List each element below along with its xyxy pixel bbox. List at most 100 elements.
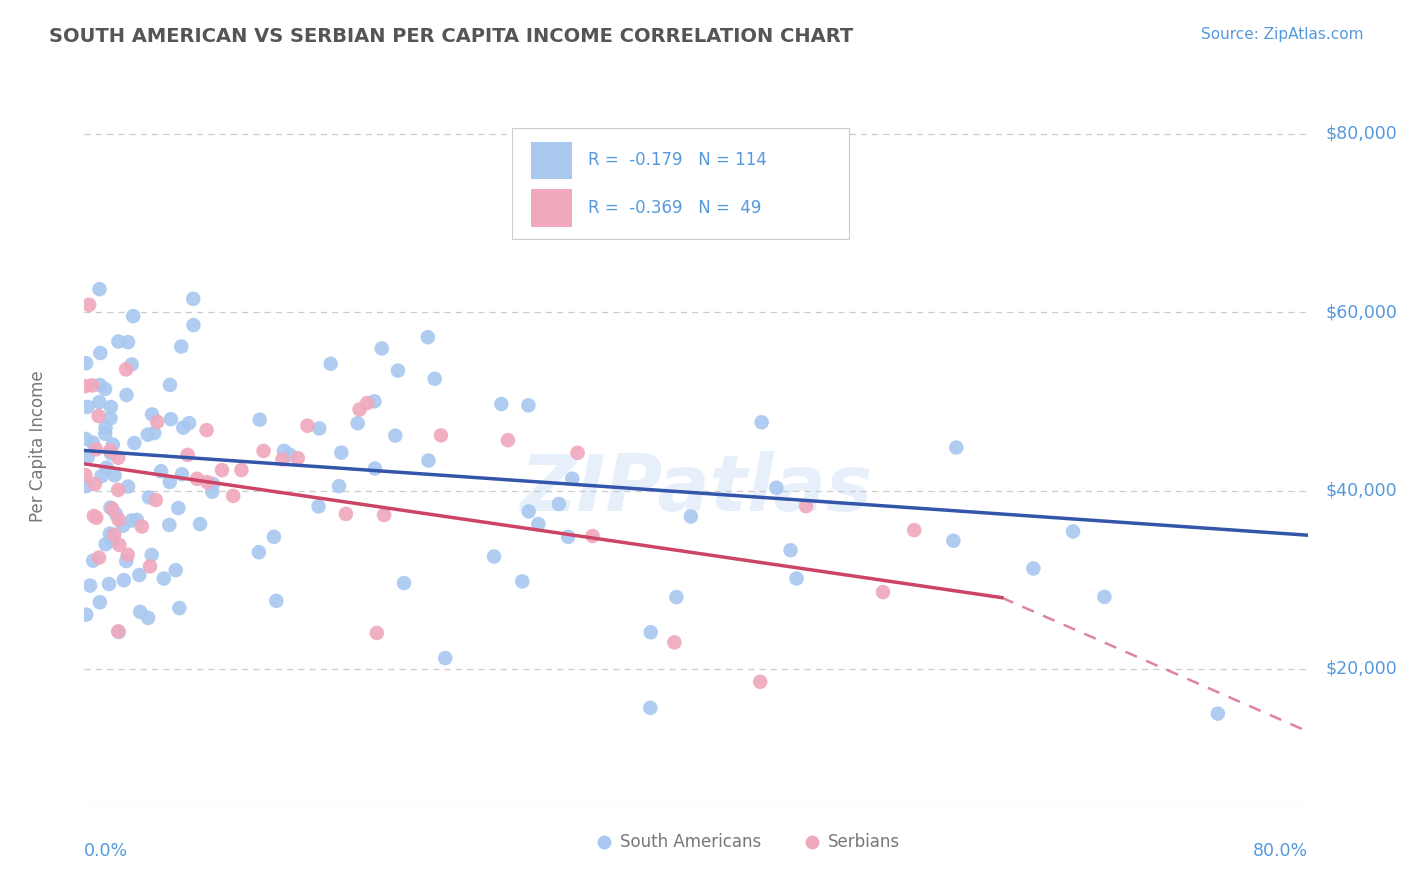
Point (143, 425, 166, 440)
Point (794, 499, 817, 513)
FancyBboxPatch shape (531, 189, 572, 227)
Point (104, 468, 127, 483)
Point (115, 388, 138, 402)
Point (160, 412, 183, 426)
Point (146, 415, 169, 429)
Point (231, 463, 253, 477)
Point (103, 528, 125, 542)
Point (496, 433, 519, 447)
Point (138, 491, 160, 505)
Point (387, 363, 409, 377)
Point (349, 402, 371, 417)
Point (181, 292, 204, 306)
Point (83, 477, 105, 491)
Point (121, 514, 143, 528)
Point (903, 523, 925, 537)
Point (640, 701, 662, 715)
Point (211, 463, 233, 477)
Point (330, 445, 353, 459)
Point (101, 533, 124, 548)
Point (150, 464, 173, 478)
Text: Source: ZipAtlas.com: Source: ZipAtlas.com (1201, 27, 1364, 42)
Point (94, 382, 117, 396)
Point (183, 318, 205, 332)
Point (201, 484, 224, 499)
Point (749, 674, 772, 689)
Point (371, 342, 394, 356)
Point (117, 335, 139, 350)
Text: $40,000: $40,000 (1326, 482, 1398, 500)
Point (76, 450, 98, 464)
Point (77, 298, 100, 312)
Point (640, 625, 662, 640)
Point (547, 497, 569, 511)
FancyBboxPatch shape (513, 128, 849, 239)
Point (263, 530, 285, 544)
Point (136, 611, 159, 625)
Point (278, 448, 301, 462)
Point (665, 590, 688, 604)
Point (87, 409, 110, 423)
Point (201, 477, 224, 491)
Point (108, 538, 131, 552)
Point (112, 573, 135, 587)
FancyBboxPatch shape (531, 142, 572, 179)
Point (84, 442, 107, 457)
Point (723, 840, 745, 855)
Point (430, 428, 453, 442)
Point (83, 508, 105, 523)
Point (129, 605, 152, 619)
Point (249, 412, 271, 426)
Point (195, 475, 218, 490)
Point (1062, 524, 1084, 539)
Point (423, 372, 446, 386)
Point (517, 504, 540, 518)
Point (561, 472, 583, 486)
Point (145, 493, 167, 508)
Text: R =  -0.369   N =  49: R = -0.369 N = 49 (588, 199, 762, 217)
Point (159, 475, 181, 489)
Point (872, 585, 894, 599)
Point (271, 452, 294, 467)
Point (308, 421, 330, 435)
Point (89, 595, 111, 609)
Point (319, 357, 342, 371)
Point (169, 601, 191, 615)
Point (517, 398, 540, 412)
Point (82, 435, 104, 450)
Point (75, 379, 97, 393)
Point (104, 507, 127, 521)
Point (186, 472, 208, 486)
Text: ZIPatlas: ZIPatlas (520, 450, 872, 527)
Point (115, 554, 138, 568)
Point (364, 461, 387, 475)
Point (94, 537, 117, 551)
Point (96, 460, 118, 475)
Point (510, 574, 533, 589)
Point (107, 483, 129, 497)
Point (167, 501, 190, 516)
Point (107, 625, 129, 640)
Point (141, 408, 163, 422)
Point (779, 543, 801, 558)
Point (87, 550, 110, 565)
Point (188, 517, 211, 532)
Point (107, 513, 129, 527)
Point (356, 396, 378, 410)
Text: 0.0%: 0.0% (84, 842, 128, 860)
Point (297, 418, 319, 433)
Text: $80,000: $80,000 (1326, 125, 1398, 143)
Point (252, 443, 274, 458)
Point (195, 423, 218, 437)
Point (94, 426, 117, 441)
Point (266, 594, 288, 608)
Point (384, 428, 406, 442)
Text: R =  -0.179   N = 114: R = -0.179 N = 114 (588, 151, 768, 169)
Point (392, 576, 415, 591)
Point (117, 480, 139, 494)
Point (100, 411, 122, 425)
Point (176, 448, 198, 462)
Text: $60,000: $60,000 (1326, 303, 1398, 321)
Point (942, 533, 965, 548)
Point (101, 437, 124, 451)
